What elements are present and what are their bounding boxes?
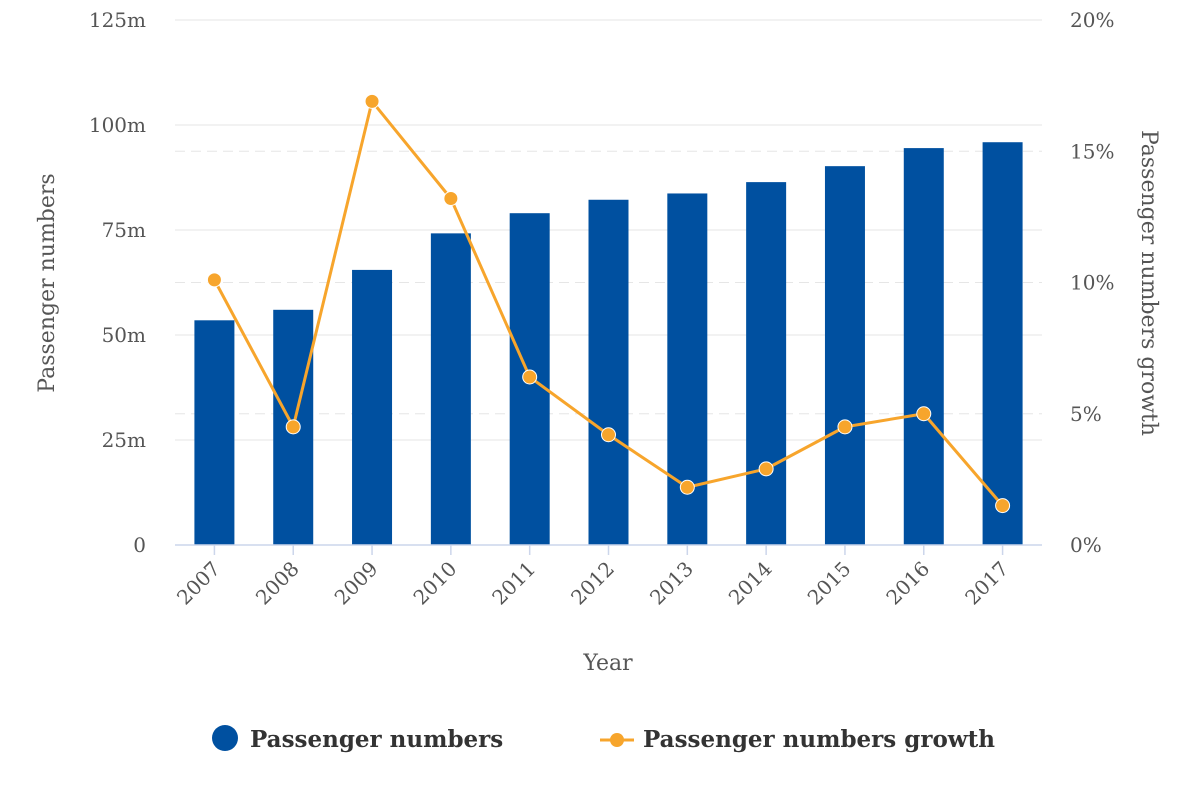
y-right-tick-label: 20% <box>1070 8 1114 32</box>
x-tick-label: 2015 <box>803 557 856 610</box>
y-right-tick-label: 15% <box>1070 139 1114 163</box>
growth-point-2011[interactable] <box>522 369 538 385</box>
y-right-tick-label: 5% <box>1070 402 1102 426</box>
y-left-tick-label: 125m <box>89 8 146 32</box>
growth-point-2010[interactable] <box>443 191 459 206</box>
growth-point-2012[interactable] <box>601 427 616 443</box>
y-left-tick-label: 100m <box>89 113 146 137</box>
growth-point-2016[interactable] <box>916 406 932 422</box>
bar-2009[interactable] <box>352 269 393 545</box>
x-tick-label: 2014 <box>724 557 777 610</box>
y-left-axis-title: Passenger numbers <box>35 173 60 392</box>
x-axis-title: Year <box>582 651 633 676</box>
growth-point-2014[interactable] <box>758 461 774 477</box>
line-series-passenger-growth <box>206 93 1011 514</box>
bar-2015[interactable] <box>824 166 865 545</box>
x-tick-label: 2017 <box>960 557 1013 610</box>
growth-point-2015[interactable] <box>837 419 853 435</box>
y-right-tick-label: 10% <box>1070 271 1114 295</box>
legend-item-passenger-numbers-growth[interactable]: Passenger numbers growth <box>600 726 995 753</box>
bar-2014[interactable] <box>746 182 787 545</box>
growth-point-2008[interactable] <box>285 419 301 435</box>
x-tick-label: 2013 <box>645 557 698 610</box>
legend-item-passenger-numbers[interactable]: Passenger numbers <box>212 725 503 753</box>
bar-series-passenger-numbers <box>194 142 1023 546</box>
legend-symbol-marker <box>610 733 624 747</box>
bar-2010[interactable] <box>430 233 471 546</box>
legend-label-passenger-numbers: Passenger numbers <box>250 726 503 753</box>
x-tick-label: 2008 <box>251 557 304 610</box>
bar-2017[interactable] <box>982 142 1023 545</box>
legend-label-passenger-numbers-growth: Passenger numbers growth <box>643 726 995 753</box>
growth-point-2009[interactable] <box>364 93 380 109</box>
legend[interactable]: Passenger numbers Passenger numbers grow… <box>212 725 995 753</box>
x-tick-label: 2011 <box>487 557 540 610</box>
y-right-tick-label: 0% <box>1070 533 1102 557</box>
growth-point-2007[interactable] <box>206 272 222 288</box>
y-left-tick-label: 75m <box>102 218 146 242</box>
x-tick-label: 2016 <box>881 557 934 610</box>
bar-2016[interactable] <box>903 148 944 545</box>
y-right-axis-title: Passenger numbers growth <box>1136 130 1161 436</box>
x-tick-label: 2009 <box>330 557 383 610</box>
growth-point-2017[interactable] <box>995 498 1011 514</box>
y-left-tick-label: 50m <box>102 323 146 347</box>
bar-2012[interactable] <box>588 199 629 545</box>
legend-symbol-bar <box>212 725 238 751</box>
y-left-tick-label: 0 <box>133 533 146 557</box>
y-left-tick-label: 25m <box>102 428 146 452</box>
x-tick-label: 2012 <box>566 557 619 610</box>
bar-2007[interactable] <box>194 320 235 545</box>
x-tick-label: 2010 <box>408 557 461 610</box>
x-tick-label: 2007 <box>172 557 225 610</box>
growth-point-2013[interactable] <box>679 479 695 495</box>
